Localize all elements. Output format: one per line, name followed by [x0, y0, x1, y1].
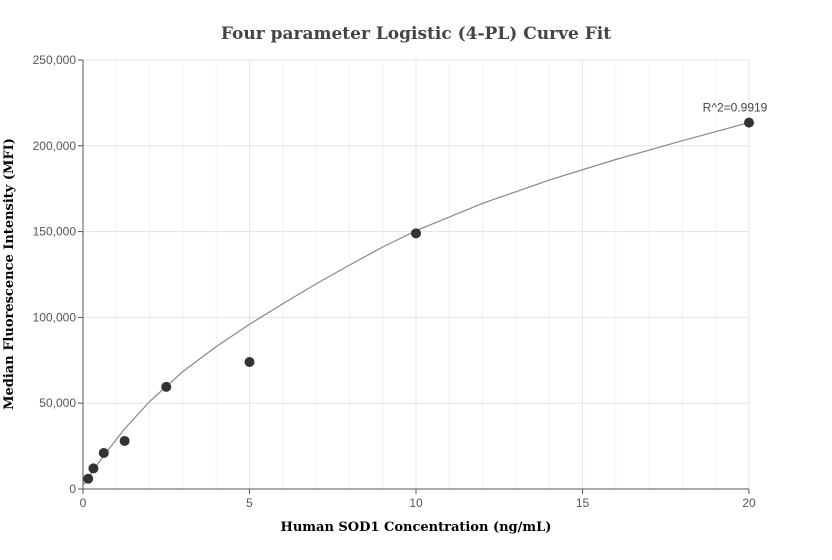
data-point[interactable]	[98, 447, 109, 458]
axes: 0 5 10 15 20 0 50,000 100,000 150,000 200,000 250,…	[33, 53, 756, 510]
data-point[interactable]	[88, 463, 99, 474]
data-points-layer	[83, 117, 754, 484]
x-axis-label: Human SOD1 Concentration (ng/mL)	[281, 520, 552, 535]
r-squared-annotation: R^2=0.9919	[703, 101, 768, 115]
y-tick-label: 50,000	[39, 396, 76, 410]
data-point[interactable]	[119, 435, 130, 446]
grid	[83, 59, 750, 489]
y-tick-label: 100,000	[33, 310, 77, 324]
x-tick-label: 0	[80, 496, 87, 510]
data-point[interactable]	[411, 228, 421, 239]
y-axis-label: Median Fluorescence Intensity (MFI)	[2, 138, 17, 410]
x-tick-label: 20	[742, 496, 756, 510]
x-tick-label: 10	[409, 496, 423, 510]
y-tick-label: 200,000	[33, 139, 77, 153]
y-tick-label: 250,000	[33, 53, 77, 67]
y-tick-label: 0	[69, 482, 76, 496]
chart-title: Four parameter Logistic (4-PL) Curve Fit	[221, 24, 611, 44]
data-point[interactable]	[161, 381, 172, 392]
data-point[interactable]	[744, 117, 754, 128]
data-point[interactable]	[83, 473, 94, 484]
x-tick-label: 5	[246, 496, 253, 510]
y-tick-label: 150,000	[33, 225, 77, 239]
data-point[interactable]	[244, 357, 255, 368]
x-tick-label: 15	[576, 496, 590, 510]
